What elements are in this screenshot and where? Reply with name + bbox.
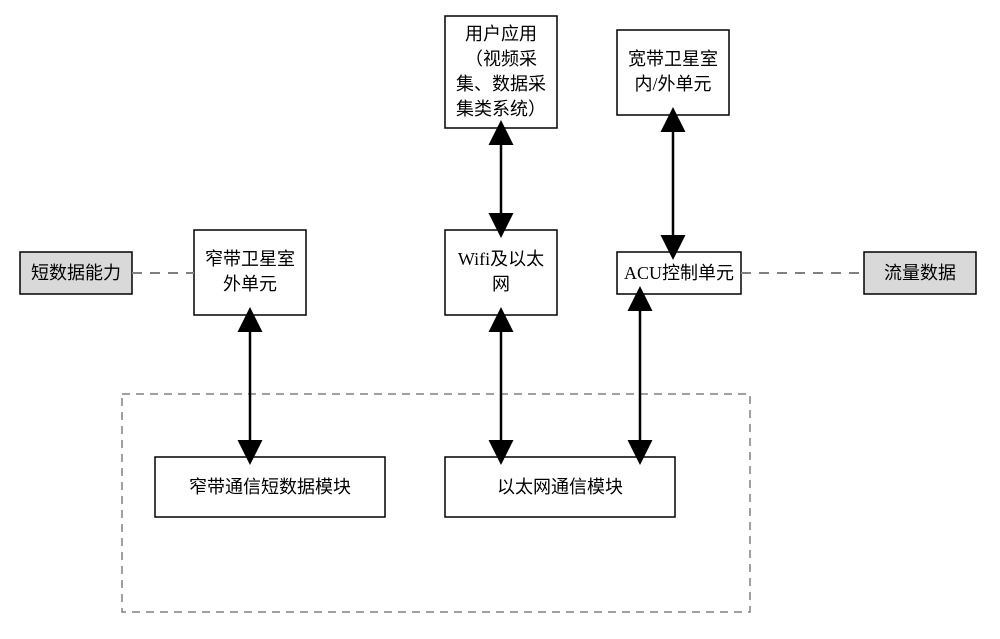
ethernet-module-node: 以太网通信模块 (445, 457, 675, 517)
short-data-capability-label: 短数据能力 (31, 263, 121, 283)
narrowband-module-label: 窄带通信短数据模块 (189, 477, 351, 497)
narrowband-outdoor-unit-label-1: 窄带卫星室 (205, 249, 295, 269)
user-app-label-4: 集类系统） (456, 99, 546, 119)
architecture-diagram: 短数据能力 窄带卫星室 外单元 用户应用 （视频采 集、数据采 集类系统） Wi… (0, 0, 1000, 639)
narrowband-outdoor-unit-label-2: 外单元 (223, 274, 277, 294)
user-app-node: 用户应用 （视频采 集、数据采 集类系统） (445, 16, 557, 128)
wifi-ethernet-label-2: 网 (492, 274, 510, 294)
broadband-indoor-outdoor-node: 宽带卫星室 内/外单元 (617, 30, 729, 115)
short-data-capability-node: 短数据能力 (20, 252, 132, 294)
ethernet-module-label: 以太网通信模块 (497, 477, 623, 497)
traffic-data-label: 流量数据 (884, 263, 956, 283)
wifi-ethernet-node: Wifi及以太 网 (445, 230, 557, 315)
broadband-indoor-outdoor-label-1: 宽带卫星室 (628, 49, 718, 69)
acu-control-label: ACU控制单元 (624, 263, 734, 283)
wifi-ethernet-label-1: Wifi及以太 (458, 249, 544, 269)
traffic-data-node: 流量数据 (864, 252, 976, 294)
user-app-label-2: （视频采 (465, 49, 537, 69)
user-app-label-1: 用户应用 (465, 24, 537, 44)
acu-control-node: ACU控制单元 (617, 252, 741, 294)
broadband-indoor-outdoor-label-2: 内/外单元 (634, 74, 711, 94)
user-app-label-3: 集、数据采 (456, 74, 546, 94)
narrowband-module-node: 窄带通信短数据模块 (155, 457, 385, 517)
narrowband-outdoor-unit-node: 窄带卫星室 外单元 (194, 230, 306, 315)
